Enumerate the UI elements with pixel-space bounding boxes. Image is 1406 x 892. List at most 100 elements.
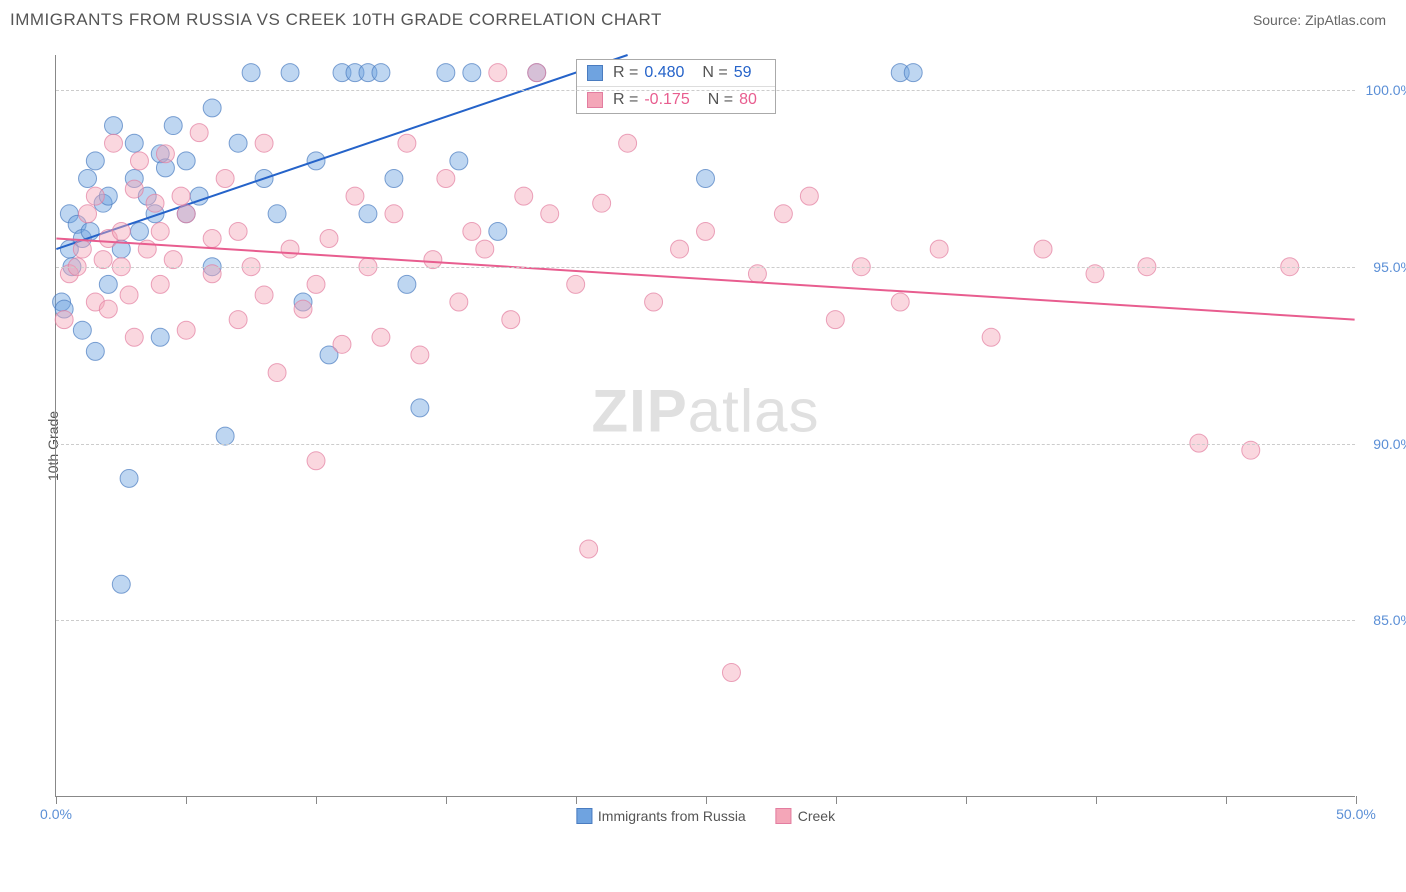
x-tick-mark (56, 796, 57, 804)
scatter-point (177, 321, 195, 339)
scatter-point (112, 222, 130, 240)
scatter-point (580, 540, 598, 558)
scatter-point (216, 427, 234, 445)
scatter-point (528, 64, 546, 82)
scatter-point (172, 187, 190, 205)
scatter-point (79, 170, 97, 188)
scatter-point (463, 222, 481, 240)
scatter-point (1034, 240, 1052, 258)
scatter-point (437, 170, 455, 188)
scatter-point (229, 222, 247, 240)
x-tick-mark (576, 796, 577, 804)
scatter-point (774, 205, 792, 223)
scatter-point (112, 575, 130, 593)
scatter-point (372, 328, 390, 346)
scatter-point (294, 300, 312, 318)
scatter-point (411, 346, 429, 364)
gridline (56, 90, 1355, 91)
legend-item-creek: Creek (776, 808, 835, 824)
scatter-point (156, 145, 174, 163)
x-tick-label: 50.0% (1336, 806, 1376, 822)
scatter-point (372, 64, 390, 82)
scatter-point (125, 134, 143, 152)
chart-plot-area: ZIPatlas R =0.480N =59R =-0.175N =80 Imm… (55, 55, 1355, 797)
scatter-point (94, 251, 112, 269)
scatter-point (930, 240, 948, 258)
scatter-point (515, 187, 533, 205)
scatter-point (307, 275, 325, 293)
scatter-point (359, 205, 377, 223)
scatter-point (891, 293, 909, 311)
stats-row: R =0.480N =59 (577, 60, 775, 87)
scatter-point (229, 311, 247, 329)
scatter-point (697, 170, 715, 188)
legend: Immigrants from Russia Creek (576, 808, 835, 824)
stats-swatch (587, 92, 603, 108)
scatter-plot-svg (56, 55, 1355, 796)
scatter-point (268, 205, 286, 223)
scatter-point (146, 194, 164, 212)
scatter-point (320, 229, 338, 247)
x-tick-mark (966, 796, 967, 804)
scatter-point (255, 286, 273, 304)
scatter-point (105, 117, 123, 135)
gridline (56, 267, 1355, 268)
scatter-point (489, 222, 507, 240)
scatter-point (99, 275, 117, 293)
scatter-point (398, 275, 416, 293)
y-tick-label: 100.0% (1358, 82, 1406, 98)
scatter-point (229, 134, 247, 152)
scatter-point (130, 222, 148, 240)
legend-swatch-creek (776, 808, 792, 824)
scatter-point (476, 240, 494, 258)
scatter-point (463, 64, 481, 82)
scatter-point (281, 240, 299, 258)
legend-swatch-russia (576, 808, 592, 824)
scatter-point (105, 134, 123, 152)
stats-swatch (587, 65, 603, 81)
scatter-point (268, 364, 286, 382)
scatter-point (671, 240, 689, 258)
scatter-point (541, 205, 559, 223)
scatter-point (242, 64, 260, 82)
gridline (56, 620, 1355, 621)
x-tick-mark (1096, 796, 1097, 804)
x-tick-mark (446, 796, 447, 804)
scatter-point (385, 170, 403, 188)
trend-line (56, 238, 1354, 319)
scatter-point (411, 399, 429, 417)
scatter-point (73, 321, 91, 339)
scatter-point (982, 328, 1000, 346)
scatter-point (120, 286, 138, 304)
y-tick-label: 85.0% (1358, 612, 1406, 628)
x-tick-mark (186, 796, 187, 804)
scatter-point (593, 194, 611, 212)
scatter-point (99, 300, 117, 318)
scatter-point (281, 64, 299, 82)
scatter-point (79, 205, 97, 223)
scatter-point (489, 64, 507, 82)
scatter-point (424, 251, 442, 269)
y-tick-label: 90.0% (1358, 436, 1406, 452)
scatter-point (346, 187, 364, 205)
scatter-point (502, 311, 520, 329)
scatter-point (190, 124, 208, 142)
scatter-point (697, 222, 715, 240)
scatter-point (255, 134, 273, 152)
legend-label-creek: Creek (798, 808, 835, 824)
correlation-stats-box: R =0.480N =59R =-0.175N =80 (576, 59, 776, 114)
scatter-point (398, 134, 416, 152)
scatter-point (55, 311, 73, 329)
scatter-point (437, 64, 455, 82)
x-tick-mark (1356, 796, 1357, 804)
scatter-point (826, 311, 844, 329)
scatter-point (450, 152, 468, 170)
chart-title: IMMIGRANTS FROM RUSSIA VS CREEK 10TH GRA… (10, 10, 662, 30)
scatter-point (645, 293, 663, 311)
scatter-point (125, 180, 143, 198)
scatter-point (800, 187, 818, 205)
scatter-point (177, 152, 195, 170)
y-tick-label: 95.0% (1358, 259, 1406, 275)
scatter-point (722, 664, 740, 682)
scatter-point (203, 229, 221, 247)
